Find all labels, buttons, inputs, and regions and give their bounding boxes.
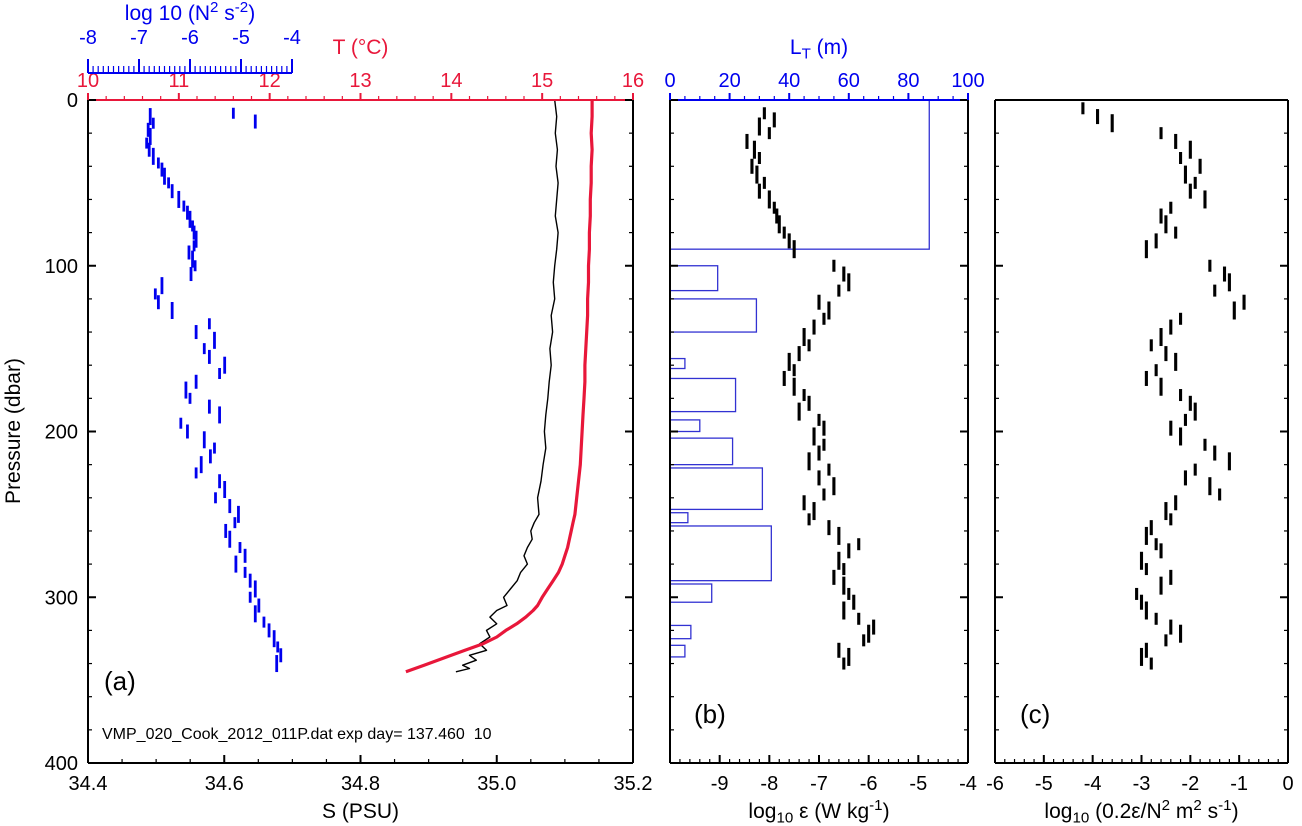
svg-text:34.8: 34.8 [341,773,380,795]
svg-text:35.2: 35.2 [614,773,653,795]
thorpe-scale-bars [669,99,930,658]
svg-text:-6: -6 [986,773,1004,795]
svg-text:-4: -4 [283,27,301,49]
svg-text:35.0: 35.0 [477,773,516,795]
svg-text:400: 400 [45,753,78,775]
svg-text:16: 16 [622,70,644,92]
svg-text:-9: -9 [711,773,729,795]
svg-text:80: 80 [897,70,919,92]
cast-file-annotation: VMP_020_Cook_2012_011P.dat exp day= 137.… [102,726,492,743]
svg-text:0: 0 [664,70,675,92]
svg-text:-8: -8 [79,27,97,49]
svg-text:40: 40 [778,70,800,92]
svg-text:-5: -5 [232,27,250,49]
svg-text:13: 13 [349,70,371,92]
svg-text:34.6: 34.6 [205,773,244,795]
svg-text:-4: -4 [1084,773,1102,795]
svg-text:12: 12 [259,70,281,92]
svg-text:34.4: 34.4 [69,773,108,795]
panel-b-label: (b) [694,699,726,729]
svg-text:-7: -7 [810,773,828,795]
svg-text:S (PSU): S (PSU) [322,800,399,823]
temperature-curve [405,100,594,674]
svg-text:11: 11 [168,70,189,92]
svg-text:log 10 (N2 s-2): log 10 (N2 s-2) [125,0,255,25]
svg-text:15: 15 [531,70,553,92]
salinity-curve [455,99,559,673]
pressure-axis-title: Pressure (dbar) [2,358,25,504]
svg-text:-6: -6 [181,27,199,49]
svg-text:-5: -5 [1035,773,1053,795]
svg-text:14: 14 [440,70,462,92]
epsilon-dashes [745,107,876,670]
svg-text:-6: -6 [860,773,878,795]
svg-text:20: 20 [718,70,740,92]
diffusivity-dashes [1081,102,1246,670]
svg-text:T (°C): T (°C) [333,36,389,59]
svg-text:-7: -7 [130,27,148,49]
svg-text:-2: -2 [1181,773,1199,795]
svg-text:0: 0 [1282,773,1293,795]
panel-c-label: (c) [1020,699,1051,729]
svg-text:100: 100 [45,256,78,278]
svg-text:60: 60 [838,70,860,92]
svg-text:10: 10 [77,70,99,92]
svg-text:-3: -3 [1133,773,1151,795]
svg-text:-8: -8 [760,773,778,795]
svg-text:200: 200 [45,422,78,444]
panel-a-label: (a) [104,666,136,696]
svg-text:-4: -4 [959,773,977,795]
svg-text:300: 300 [45,587,78,609]
svg-text:log10 ε (W kg-1): log10 ε (W kg-1) [748,797,889,826]
svg-text:-1: -1 [1230,773,1248,795]
svg-text:-5: -5 [909,773,927,795]
svg-text:100: 100 [951,70,984,92]
svg-text:log10 (0.2ε/N2 m2 s-1): log10 (0.2ε/N2 m2 s-1) [1044,797,1238,826]
svg-text:0: 0 [67,90,78,112]
n2-dashes [145,107,283,673]
svg-text:LT (m): LT (m) [790,36,848,63]
